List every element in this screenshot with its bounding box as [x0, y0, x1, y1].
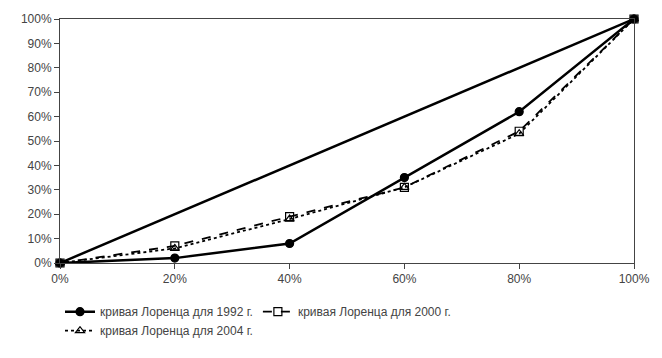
svg-text:100%: 100% [21, 12, 52, 26]
svg-text:0%: 0% [51, 272, 69, 286]
svg-text:80%: 80% [507, 272, 531, 286]
svg-text:100%: 100% [619, 272, 650, 286]
svg-text:40%: 40% [28, 159, 52, 173]
svg-text:70%: 70% [28, 85, 52, 99]
svg-text:80%: 80% [28, 61, 52, 75]
svg-text:кривая Лоренца для 1992 г.: кривая Лоренца для 1992 г. [100, 305, 253, 319]
svg-text:20%: 20% [163, 272, 187, 286]
svg-text:60%: 60% [28, 110, 52, 124]
svg-text:кривая Лоренца для 2000 г.: кривая Лоренца для 2000 г. [298, 305, 451, 319]
svg-text:0%: 0% [34, 256, 52, 270]
svg-text:90%: 90% [28, 37, 52, 51]
svg-text:30%: 30% [28, 183, 52, 197]
svg-text:40%: 40% [278, 272, 302, 286]
svg-text:50%: 50% [28, 134, 52, 148]
svg-text:кривая Лоренца для 2004 г.: кривая Лоренца для 2004 г. [100, 324, 253, 338]
svg-text:10%: 10% [28, 232, 52, 246]
svg-text:60%: 60% [392, 272, 416, 286]
svg-text:20%: 20% [28, 207, 52, 221]
